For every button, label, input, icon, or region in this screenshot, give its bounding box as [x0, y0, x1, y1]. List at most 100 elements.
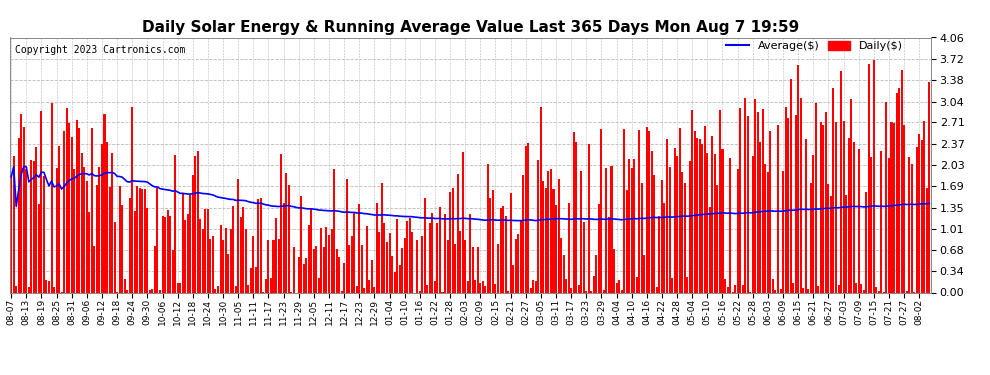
Bar — [911, 164, 913, 292]
Bar — [280, 153, 282, 292]
Bar — [842, 121, 844, 292]
Bar — [764, 164, 766, 292]
Bar — [926, 188, 928, 292]
Bar — [772, 279, 774, 292]
Bar — [636, 277, 638, 292]
Bar — [48, 281, 50, 292]
Bar — [260, 198, 262, 292]
Bar — [18, 138, 20, 292]
Bar — [862, 290, 864, 292]
Bar — [217, 285, 219, 292]
Bar — [868, 64, 870, 292]
Bar — [489, 198, 491, 292]
Bar — [323, 247, 325, 292]
Bar — [658, 216, 660, 292]
Bar — [810, 183, 812, 292]
Bar — [673, 148, 675, 292]
Bar — [706, 153, 709, 292]
Bar — [461, 152, 463, 292]
Bar — [321, 228, 323, 292]
Bar — [416, 240, 419, 292]
Bar — [857, 149, 859, 292]
Bar — [174, 154, 176, 292]
Bar — [870, 156, 872, 292]
Bar — [129, 198, 131, 292]
Bar — [227, 254, 229, 292]
Bar — [210, 239, 212, 292]
Bar — [709, 207, 711, 292]
Bar — [759, 142, 761, 292]
Bar — [282, 203, 284, 292]
Bar — [23, 127, 25, 292]
Bar — [270, 278, 272, 292]
Bar — [740, 108, 742, 292]
Bar — [371, 260, 373, 292]
Bar — [603, 290, 605, 292]
Bar — [432, 213, 434, 292]
Bar — [358, 204, 360, 292]
Bar — [860, 284, 862, 292]
Bar — [240, 217, 242, 292]
Bar — [535, 280, 537, 292]
Bar — [230, 230, 232, 292]
Bar — [184, 220, 186, 292]
Bar — [58, 147, 60, 292]
Bar — [901, 70, 903, 292]
Bar — [249, 267, 251, 292]
Bar — [888, 158, 890, 292]
Bar — [507, 291, 509, 292]
Bar — [767, 172, 769, 292]
Bar — [225, 228, 227, 292]
Bar — [742, 285, 743, 292]
Text: Copyright 2023 Cartronics.com: Copyright 2023 Cartronics.com — [15, 45, 185, 55]
Bar — [88, 211, 90, 292]
Bar — [383, 223, 385, 292]
Bar — [265, 279, 267, 292]
Bar — [629, 159, 631, 292]
Bar — [401, 248, 403, 292]
Bar — [913, 291, 915, 292]
Bar — [873, 60, 875, 292]
Bar — [540, 107, 542, 292]
Bar — [689, 161, 691, 292]
Bar — [456, 174, 458, 292]
Bar — [98, 167, 100, 292]
Bar — [908, 157, 910, 292]
Bar — [313, 249, 315, 292]
Bar — [189, 195, 191, 292]
Bar — [787, 118, 789, 292]
Bar — [36, 147, 38, 292]
Bar — [505, 216, 507, 292]
Bar — [735, 285, 737, 292]
Bar — [328, 235, 330, 292]
Bar — [368, 280, 370, 292]
Bar — [451, 188, 453, 292]
Bar — [310, 209, 312, 292]
Bar — [623, 129, 625, 292]
Bar — [422, 236, 424, 292]
Bar — [466, 281, 468, 292]
Bar — [391, 256, 393, 292]
Bar — [616, 283, 618, 292]
Bar — [164, 217, 166, 292]
Bar — [333, 169, 335, 292]
Bar — [782, 171, 784, 292]
Bar — [567, 203, 569, 292]
Bar — [644, 255, 645, 292]
Bar — [176, 283, 178, 292]
Bar — [187, 213, 189, 292]
Bar — [472, 246, 474, 292]
Bar — [182, 194, 184, 292]
Bar — [399, 265, 401, 292]
Bar — [845, 195, 847, 292]
Bar — [285, 173, 287, 292]
Bar — [719, 110, 721, 292]
Bar — [784, 107, 787, 292]
Bar — [427, 285, 429, 292]
Bar — [318, 278, 320, 292]
Bar — [378, 232, 380, 292]
Bar — [903, 126, 905, 292]
Bar — [144, 189, 146, 292]
Bar — [192, 175, 194, 292]
Bar — [474, 279, 476, 292]
